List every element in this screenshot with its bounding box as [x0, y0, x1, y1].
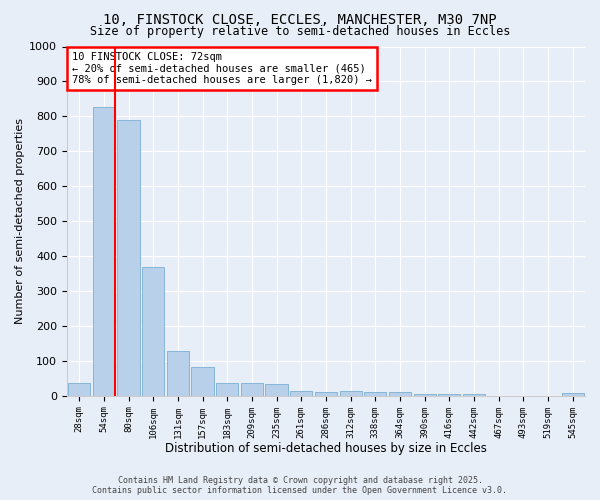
- Bar: [315, 392, 337, 396]
- X-axis label: Distribution of semi-detached houses by size in Eccles: Distribution of semi-detached houses by …: [165, 442, 487, 455]
- Bar: [216, 383, 238, 396]
- Bar: [93, 106, 115, 396]
- Bar: [389, 392, 411, 396]
- Bar: [290, 390, 313, 396]
- Bar: [265, 384, 288, 396]
- Bar: [413, 394, 436, 396]
- Bar: [562, 393, 584, 396]
- Bar: [142, 266, 164, 396]
- Bar: [167, 351, 189, 396]
- Bar: [241, 383, 263, 396]
- Bar: [68, 383, 91, 396]
- Bar: [463, 394, 485, 396]
- Bar: [118, 120, 140, 396]
- Text: 10, FINSTOCK CLOSE, ECCLES, MANCHESTER, M30 7NP: 10, FINSTOCK CLOSE, ECCLES, MANCHESTER, …: [103, 12, 497, 26]
- Y-axis label: Number of semi-detached properties: Number of semi-detached properties: [15, 118, 25, 324]
- Bar: [340, 392, 362, 396]
- Bar: [438, 394, 460, 396]
- Bar: [364, 392, 386, 396]
- Text: Size of property relative to semi-detached houses in Eccles: Size of property relative to semi-detach…: [90, 25, 510, 38]
- Text: Contains HM Land Registry data © Crown copyright and database right 2025.
Contai: Contains HM Land Registry data © Crown c…: [92, 476, 508, 495]
- Bar: [191, 367, 214, 396]
- Text: 10 FINSTOCK CLOSE: 72sqm
← 20% of semi-detached houses are smaller (465)
78% of : 10 FINSTOCK CLOSE: 72sqm ← 20% of semi-d…: [72, 52, 372, 85]
